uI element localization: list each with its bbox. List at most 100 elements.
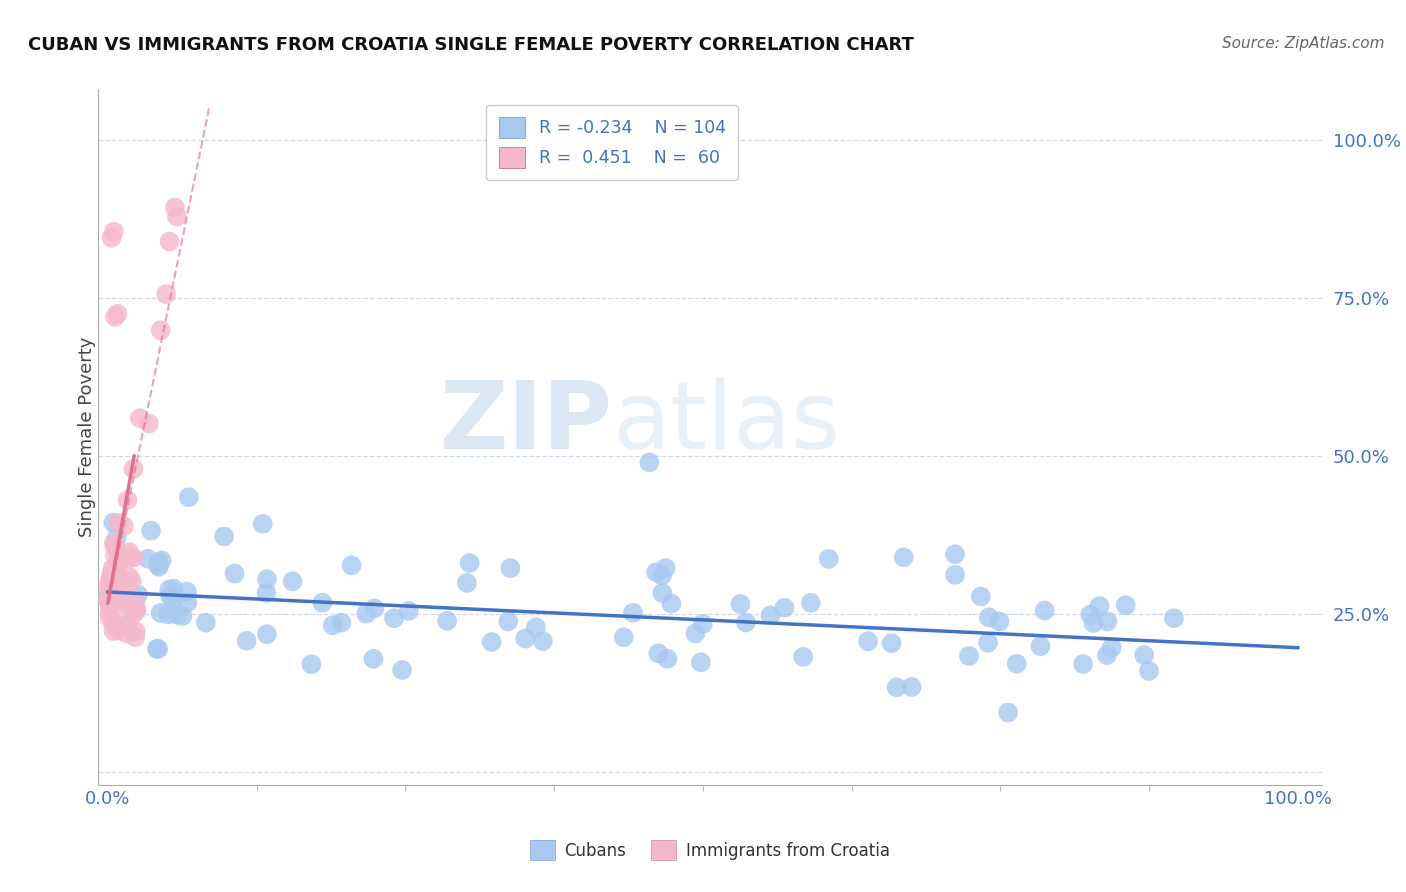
Point <box>146 642 169 657</box>
Point <box>322 618 344 632</box>
Point <box>943 547 966 561</box>
Point <box>97 594 120 608</box>
Point <box>655 561 678 575</box>
Point <box>117 492 139 507</box>
Text: Source: ZipAtlas.com: Source: ZipAtlas.com <box>1222 36 1385 51</box>
Point <box>125 598 148 612</box>
Point <box>1097 615 1119 629</box>
Point <box>124 603 146 617</box>
Point <box>107 555 129 569</box>
Point <box>128 411 150 425</box>
Point <box>281 574 304 589</box>
Point <box>436 614 458 628</box>
Point <box>138 417 160 431</box>
Point <box>127 588 149 602</box>
Point <box>107 307 129 321</box>
Point <box>817 552 839 566</box>
Text: CUBAN VS IMMIGRANTS FROM CROATIA SINGLE FEMALE POVERTY CORRELATION CHART: CUBAN VS IMMIGRANTS FROM CROATIA SINGLE … <box>28 36 914 54</box>
Y-axis label: Single Female Poverty: Single Female Poverty <box>79 337 96 537</box>
Point <box>163 200 186 214</box>
Point <box>692 616 714 631</box>
Point <box>354 607 377 621</box>
Point <box>159 589 181 603</box>
Point <box>256 572 278 586</box>
Point <box>977 636 1000 650</box>
Point <box>1033 603 1056 617</box>
Point <box>118 602 141 616</box>
Point <box>136 551 159 566</box>
Point <box>657 652 679 666</box>
Point <box>498 615 520 629</box>
Point <box>177 490 200 504</box>
Point <box>613 630 636 644</box>
Point <box>256 627 278 641</box>
Point <box>105 566 128 580</box>
Point <box>886 681 908 695</box>
Point <box>159 235 181 249</box>
Point <box>997 706 1019 720</box>
Point <box>311 596 333 610</box>
Point <box>943 567 966 582</box>
Point <box>531 634 554 648</box>
Point <box>1101 640 1123 655</box>
Point <box>880 636 903 650</box>
Point <box>155 287 177 301</box>
Point <box>114 594 136 608</box>
Point <box>1083 615 1105 630</box>
Point <box>107 557 129 571</box>
Point <box>149 606 172 620</box>
Point <box>107 624 129 638</box>
Point <box>524 620 547 634</box>
Point <box>98 586 121 600</box>
Point <box>100 582 122 597</box>
Legend: Cubans, Immigrants from Croatia: Cubans, Immigrants from Croatia <box>523 833 897 867</box>
Point <box>256 586 278 600</box>
Point <box>104 539 127 553</box>
Point <box>122 607 145 621</box>
Point <box>1133 648 1156 662</box>
Point <box>118 545 141 559</box>
Point <box>108 581 131 595</box>
Point <box>515 632 537 646</box>
Point <box>104 549 127 563</box>
Point <box>330 615 353 630</box>
Point <box>957 648 980 663</box>
Point <box>103 516 125 530</box>
Point <box>97 589 120 603</box>
Point <box>773 600 796 615</box>
Point <box>224 566 246 581</box>
Point <box>166 607 188 622</box>
Point <box>146 641 169 656</box>
Point <box>97 593 120 607</box>
Point <box>661 597 683 611</box>
Point <box>157 607 180 622</box>
Point <box>759 608 782 623</box>
Point <box>645 566 668 580</box>
Point <box>363 652 385 666</box>
Point <box>458 556 481 570</box>
Point <box>856 634 879 648</box>
Point <box>176 584 198 599</box>
Point <box>124 630 146 644</box>
Point <box>689 656 711 670</box>
Point <box>107 516 129 530</box>
Point <box>1071 657 1094 671</box>
Point <box>118 569 141 583</box>
Point <box>735 615 758 630</box>
Point <box>125 604 148 618</box>
Point <box>148 556 170 570</box>
Point <box>1163 611 1185 625</box>
Point <box>115 618 138 632</box>
Point <box>105 531 128 545</box>
Point <box>100 231 122 245</box>
Text: ZIP: ZIP <box>439 377 612 469</box>
Point <box>638 455 661 469</box>
Point <box>108 549 131 563</box>
Point <box>1005 657 1028 671</box>
Point <box>115 626 138 640</box>
Point <box>235 633 257 648</box>
Point <box>800 596 823 610</box>
Point <box>98 574 121 589</box>
Point <box>112 519 135 533</box>
Point <box>391 663 413 677</box>
